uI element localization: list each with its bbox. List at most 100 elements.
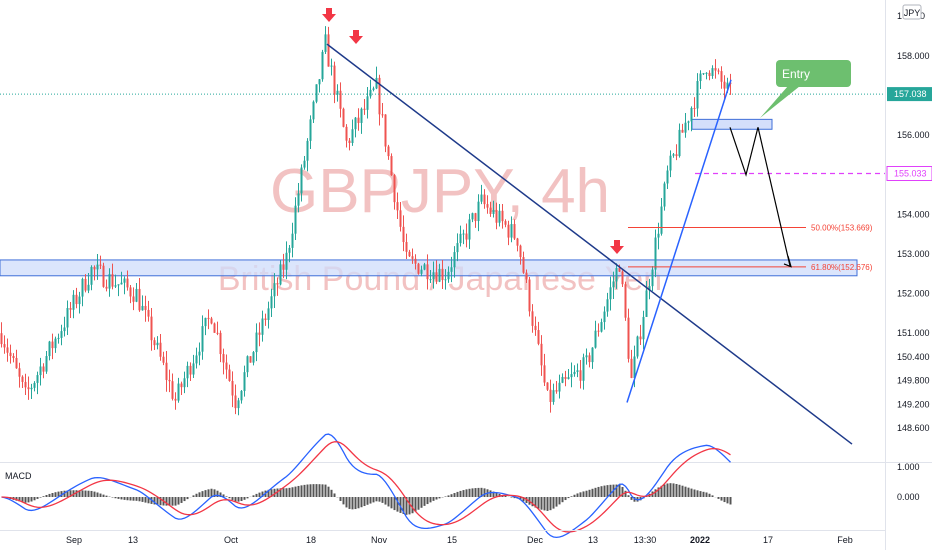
candle-body (124, 279, 126, 283)
candle-body (697, 81, 699, 108)
candle-body (547, 383, 549, 390)
candle-body (172, 381, 174, 399)
candle-body (112, 274, 114, 287)
candle-body (463, 234, 465, 235)
price-tick-label-partial: 1 (897, 11, 902, 21)
candle-body (370, 90, 372, 96)
candle-body (103, 266, 105, 287)
candle-body (637, 337, 639, 357)
candle-body (217, 333, 219, 334)
candle-body (445, 279, 447, 280)
price-tick-label: 151.000 (897, 328, 930, 338)
candle-body (589, 355, 591, 362)
candle-body (106, 287, 108, 289)
candle-body (415, 259, 417, 264)
candle-body (511, 224, 513, 238)
candle-body (61, 331, 63, 338)
candle-body (595, 331, 597, 348)
time-tick-label: 17 (763, 535, 773, 545)
candle-body (244, 372, 246, 391)
candle-body (118, 284, 120, 285)
candle-body (679, 130, 681, 156)
candle-body (214, 323, 216, 332)
candle-body (388, 147, 390, 157)
candle-body (553, 390, 555, 402)
candle-body (529, 279, 531, 311)
candle-body (139, 289, 141, 310)
candle-body (19, 368, 21, 376)
red-down-arrow (610, 240, 624, 254)
candle-body (646, 290, 648, 317)
time-tick-label: Nov (371, 535, 388, 545)
currency-badge[interactable]: JPY (903, 5, 921, 19)
candle-body (712, 68, 714, 76)
candle-body (208, 318, 210, 319)
candle-body (40, 367, 42, 376)
fib-level-label: 61.80%(152.676) (811, 263, 873, 272)
candle-body (469, 219, 471, 239)
candle-body (700, 74, 702, 81)
candle-body (568, 377, 570, 379)
candle-body (46, 356, 48, 372)
candle-body (709, 73, 711, 76)
price-tick-label: 156.000 (897, 130, 930, 140)
candle-body (397, 202, 399, 210)
candle-body (418, 264, 420, 274)
candle-body (475, 213, 477, 221)
candle-body (169, 380, 171, 381)
candle-body (532, 311, 534, 326)
price-tick-label: 149.800 (897, 376, 930, 386)
candle-body (283, 264, 285, 269)
candle-body (364, 109, 366, 110)
candle-body (175, 399, 177, 401)
candle-body (352, 129, 354, 143)
candle-body (271, 296, 273, 308)
current-price-label: 157.038 (894, 89, 927, 99)
candle-body (193, 363, 195, 374)
candle-body (484, 195, 486, 205)
candle-body (295, 206, 297, 234)
candle-body (262, 318, 264, 334)
candle-body (142, 306, 144, 310)
candle-body (52, 342, 54, 349)
macd-label: MACD (5, 471, 32, 481)
candle-body (673, 154, 675, 155)
candle-body (682, 130, 684, 133)
candle-body (145, 306, 147, 310)
candle-body (355, 118, 357, 130)
candle-body (421, 270, 423, 274)
candle-body (250, 356, 252, 362)
candle-body (457, 243, 459, 252)
candle-body (238, 400, 240, 408)
candle-body (91, 267, 93, 285)
candle-body (280, 264, 282, 284)
time-tick-label: Dec (527, 535, 544, 545)
candle-body (403, 227, 405, 242)
candle-body (85, 279, 87, 291)
time-tick-label: 15 (447, 535, 457, 545)
candle-body (49, 342, 51, 356)
entry-callout-text: Entry (782, 67, 810, 81)
macd-line (2, 434, 731, 537)
price-tick-label: 153.000 (897, 249, 930, 259)
candle-body (13, 356, 15, 358)
candle-body (496, 210, 498, 223)
candle-body (298, 193, 300, 205)
candle-body (493, 210, 495, 214)
candle-body (334, 66, 336, 95)
candle-body (436, 272, 438, 281)
time-tick-label: Feb (837, 535, 853, 545)
candle-body (619, 268, 621, 272)
candle-body (94, 267, 96, 269)
candle-body (73, 295, 75, 310)
candle-body (82, 279, 84, 297)
macd-signal-line (2, 442, 731, 532)
currency-badge-text: JPY (904, 8, 921, 18)
candle-body (625, 284, 627, 317)
candle-body (550, 390, 552, 402)
candle-body (67, 308, 69, 327)
candle-body (628, 318, 630, 359)
